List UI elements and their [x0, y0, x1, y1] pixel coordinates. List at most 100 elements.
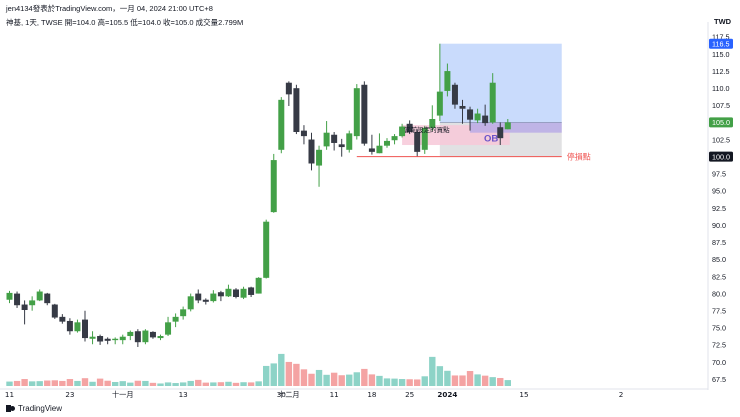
candle-body [331, 134, 338, 143]
volume-bar [293, 363, 300, 386]
candle-body [66, 320, 73, 332]
volume-bar [436, 366, 444, 386]
candle-body [278, 99, 285, 150]
volume-bar [127, 382, 134, 386]
drawing-zones [402, 43, 562, 157]
candle-body [119, 336, 126, 341]
volume-bar [210, 382, 217, 386]
candle-body [497, 127, 504, 139]
price-tick-label: 75.0 [712, 324, 726, 333]
volume-bar [13, 380, 21, 386]
volume-bar [74, 380, 81, 386]
volume-bar [406, 379, 413, 386]
volume-bar [187, 380, 194, 386]
candle-body [21, 304, 28, 311]
candle-body [308, 139, 315, 164]
volume-bar [270, 363, 277, 386]
candle-body [399, 126, 406, 137]
candle-body [202, 299, 209, 302]
candle-body [217, 292, 224, 297]
price-tick-label: 102.5 [712, 135, 730, 144]
target-zone [439, 43, 562, 123]
candle-body [165, 322, 172, 335]
volume-bar [444, 370, 451, 386]
time-tick-label: 十一月 [112, 390, 134, 399]
candle-body [459, 105, 466, 109]
candle-body [482, 115, 489, 124]
volume-bar [497, 377, 504, 386]
volume-bar [414, 379, 421, 386]
candle-body [74, 322, 81, 332]
time-tick-label: 2 [619, 390, 624, 399]
tradingview-watermark[interactable]: TradingView [6, 404, 62, 413]
candle-body [134, 331, 141, 343]
price-tick-label: 80.0 [712, 289, 726, 298]
price-tick-label: 97.5 [712, 170, 726, 179]
stop-loss-label: 停損點 [567, 152, 591, 162]
candle-body [421, 127, 428, 150]
volume-bar [142, 380, 149, 386]
time-tick-label: 25 [405, 390, 414, 399]
volume-bar [51, 380, 58, 386]
time-tick-label: 13 [179, 390, 188, 399]
ob-label: OB [484, 134, 498, 145]
volume-bar [451, 375, 459, 386]
candle-body [97, 336, 104, 342]
volume-bar [119, 381, 126, 386]
candle-body [149, 331, 156, 338]
volume-bar [164, 382, 172, 386]
candle-body [293, 88, 300, 133]
watermark-text: TradingView [18, 404, 63, 413]
volume-bar [285, 361, 293, 386]
volume-bar [89, 381, 96, 386]
price-tick-label: 77.5 [712, 306, 726, 315]
candle-body [142, 330, 149, 343]
price-tick-label: 90.0 [712, 221, 726, 230]
price-label-text: 100.0 [712, 152, 730, 161]
volume-bar [217, 382, 225, 386]
candle-body [451, 84, 458, 105]
volume-bar [421, 376, 428, 386]
candle-body [444, 71, 451, 91]
price-label-text: 116.5 [712, 39, 729, 48]
annotations: 當前設定的買點 OB 停損點 [356, 125, 591, 162]
candle-body [82, 319, 88, 339]
candle-body [6, 292, 13, 300]
volume-bar [6, 381, 13, 386]
time-tick-label: 30 [277, 390, 287, 399]
volume-bar [134, 380, 142, 386]
candle-body [248, 287, 255, 295]
volume-bar [240, 382, 247, 386]
volume-bar [429, 356, 436, 386]
volume-bar [278, 353, 285, 386]
candle-body [195, 293, 202, 301]
candle-body [59, 316, 66, 322]
symbol-legend[interactable]: 神基, 1天, TWSE 開=104.0 高=105.5 低=104.0 收=1… [6, 18, 244, 27]
candle-body [376, 145, 383, 154]
candle-body [406, 123, 413, 133]
candle-body [285, 82, 292, 95]
candle-body [210, 293, 217, 302]
volume-bar [398, 379, 406, 386]
candle-body [263, 221, 270, 278]
candle-body [36, 291, 43, 301]
candle-body [172, 316, 179, 322]
candle-body [361, 84, 368, 144]
volume-bar [315, 369, 323, 386]
candle-body [29, 300, 36, 306]
price-tick-label: 85.0 [712, 255, 726, 264]
volume-bar [338, 375, 345, 386]
price-tick-label: 115.0 [712, 50, 729, 59]
volume-bar [202, 382, 209, 386]
candle-body [51, 304, 58, 318]
candle-body [391, 136, 398, 141]
time-tick-label: 23 [65, 390, 74, 399]
candle-body [104, 338, 111, 341]
price-tick-label: 95.0 [712, 187, 726, 196]
candle-body [414, 132, 421, 152]
price-axis[interactable]: 67.5 70.0 72.5 75.0 77.5 80.0 82.5 85.0 87.5 90.0… [707, 22, 733, 390]
price-label-tag [709, 151, 733, 162]
volume-bar [308, 373, 315, 386]
